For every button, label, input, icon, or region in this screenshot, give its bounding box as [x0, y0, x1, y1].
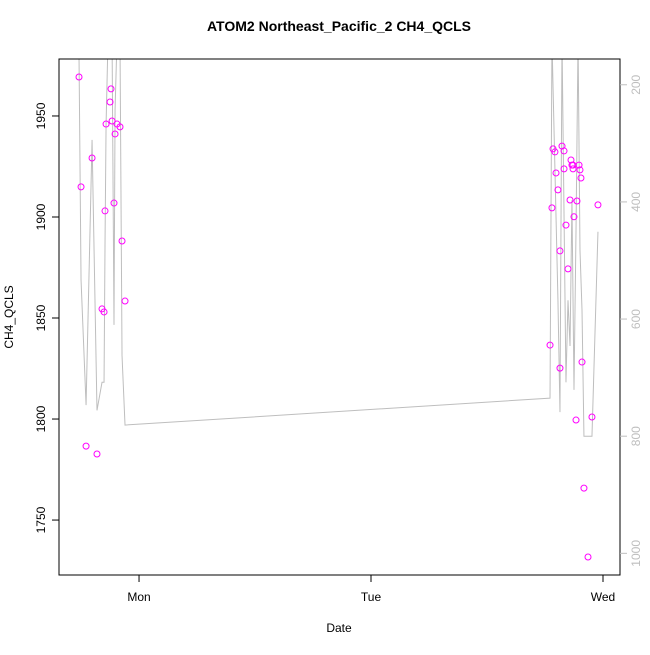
data-point: [111, 130, 119, 138]
x-tick-label: Wed: [591, 590, 615, 604]
y-tick-label: 1950: [34, 102, 48, 129]
data-point: [82, 442, 90, 450]
data-point: [88, 154, 96, 162]
y-axis-label: CH4_QCLS: [2, 285, 16, 348]
y2-tick-label: 800: [629, 426, 643, 446]
y2-tick-label: 600: [629, 309, 643, 329]
y2-tick-label: 1000: [629, 540, 643, 567]
data-point: [106, 98, 114, 106]
data-point: [573, 197, 581, 205]
y-tick-label: 1750: [34, 506, 48, 533]
data-point: [548, 204, 556, 212]
data-point: [110, 199, 118, 207]
data-point: [107, 85, 115, 93]
data-point: [93, 450, 101, 458]
y-tick-label: 1850: [34, 304, 48, 331]
y2-tick-label: 200: [629, 74, 643, 94]
data-point: [588, 413, 596, 421]
data-point: [108, 117, 116, 125]
plot-frame: [58, 58, 621, 576]
data-point: [564, 265, 572, 273]
x-tick-label: Tue: [361, 590, 382, 604]
data-point: [77, 183, 85, 191]
data-point: [116, 123, 124, 131]
y2-tick-label: 400: [629, 192, 643, 212]
data-point: [118, 237, 126, 245]
data-point: [121, 297, 129, 305]
data-point: [580, 484, 588, 492]
data-point: [556, 247, 564, 255]
data-point: [577, 174, 585, 182]
data-point: [560, 165, 568, 173]
y-tick-label: 1900: [34, 203, 48, 230]
pressure-line: [78, 59, 599, 437]
data-point: [570, 213, 578, 221]
x-axis-label: Date: [326, 621, 352, 635]
data-point: [566, 196, 574, 204]
data-point: [552, 169, 560, 177]
data-point: [562, 221, 570, 229]
data-point: [554, 186, 562, 194]
data-point: [578, 358, 586, 366]
data-point: [575, 161, 583, 169]
data-point: [569, 165, 577, 173]
data-point: [576, 166, 584, 174]
chart-title: ATOM2 Northeast_Pacific_2 CH4_QCLS: [207, 18, 471, 34]
plot-area: [75, 59, 602, 561]
data-point: [551, 148, 559, 156]
data-point: [560, 147, 568, 155]
data-point: [100, 308, 108, 316]
data-point: [546, 341, 554, 349]
y-tick-label: 1800: [34, 405, 48, 432]
data-point: [101, 207, 109, 215]
data-point: [75, 73, 83, 81]
data-point: [584, 553, 592, 561]
data-point: [102, 120, 110, 128]
data-point: [572, 416, 580, 424]
data-point: [556, 364, 564, 372]
data-point: [594, 201, 602, 209]
x-tick-label: Mon: [127, 590, 150, 604]
